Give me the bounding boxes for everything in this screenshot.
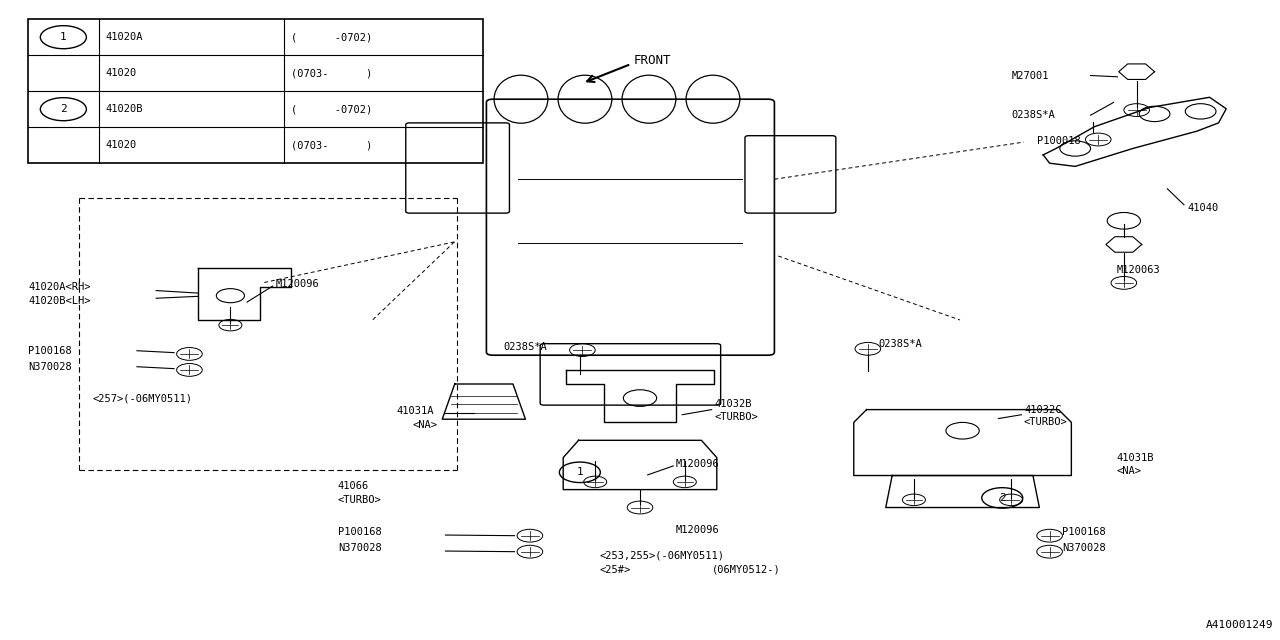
- Text: A410001249: A410001249: [1206, 620, 1274, 630]
- Text: 0238S*A: 0238S*A: [503, 342, 547, 352]
- Text: M120096: M120096: [676, 525, 719, 535]
- Text: P100168: P100168: [1062, 527, 1106, 538]
- Text: 41020B<LH>: 41020B<LH>: [28, 296, 91, 306]
- Text: 41066: 41066: [338, 481, 369, 492]
- Text: 1: 1: [60, 32, 67, 42]
- Text: 1: 1: [576, 467, 584, 477]
- Text: 41020B: 41020B: [105, 104, 142, 114]
- Text: P100168: P100168: [28, 346, 72, 356]
- Text: <253,255>(-06MY0511): <253,255>(-06MY0511): [599, 550, 724, 561]
- Text: <TURBO>: <TURBO>: [714, 412, 758, 422]
- Text: M27001: M27001: [1011, 70, 1048, 81]
- Text: M120096: M120096: [676, 459, 719, 469]
- Text: N370028: N370028: [338, 543, 381, 554]
- Text: 41040: 41040: [1188, 203, 1219, 213]
- Bar: [28, 19, 483, 163]
- Text: 2: 2: [60, 104, 67, 114]
- Text: 41020A: 41020A: [105, 32, 142, 42]
- Text: 41020: 41020: [105, 68, 136, 78]
- Text: <NA>: <NA>: [1116, 466, 1142, 476]
- Text: P100018: P100018: [1037, 136, 1080, 146]
- Text: (0703-      ): (0703- ): [291, 140, 371, 150]
- Text: N370028: N370028: [1062, 543, 1106, 554]
- Text: P100168: P100168: [338, 527, 381, 538]
- Text: 41020A<RH>: 41020A<RH>: [28, 282, 91, 292]
- Text: (      -0702): ( -0702): [291, 32, 371, 42]
- Text: N370028: N370028: [28, 362, 72, 372]
- Text: M120096: M120096: [275, 279, 319, 289]
- Text: 2: 2: [998, 493, 1006, 503]
- Text: FRONT: FRONT: [634, 54, 671, 67]
- Text: <TURBO>: <TURBO>: [1024, 417, 1068, 428]
- Text: 41031B: 41031B: [1116, 452, 1153, 463]
- Text: <TURBO>: <TURBO>: [338, 495, 381, 506]
- Text: <25#>: <25#>: [599, 564, 630, 575]
- Text: <257>(-06MY0511): <257>(-06MY0511): [92, 393, 192, 403]
- Text: 0238S*A: 0238S*A: [878, 339, 922, 349]
- Text: 41031A: 41031A: [397, 406, 434, 416]
- Text: 0238S*A: 0238S*A: [1011, 110, 1055, 120]
- Text: 41020: 41020: [105, 140, 136, 150]
- Text: (      -0702): ( -0702): [291, 104, 371, 114]
- Text: (0703-      ): (0703- ): [291, 68, 371, 78]
- Text: (06MY0512-): (06MY0512-): [712, 564, 781, 575]
- Text: 41032C: 41032C: [1024, 404, 1061, 415]
- Text: <NA>: <NA>: [412, 420, 438, 430]
- Text: 41032B: 41032B: [714, 399, 751, 410]
- Text: M120063: M120063: [1116, 265, 1160, 275]
